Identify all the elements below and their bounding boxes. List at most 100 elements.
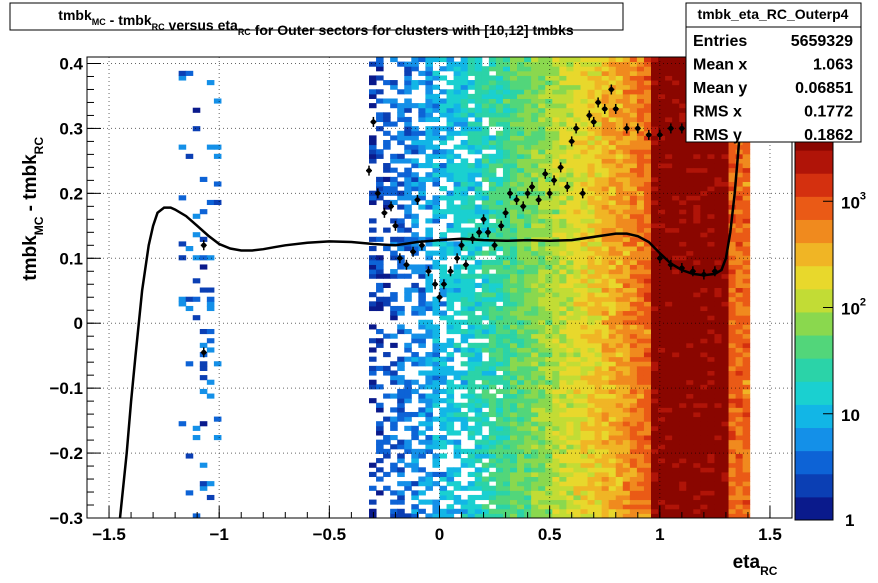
heatmap-cell <box>736 232 744 237</box>
heatmap-cell <box>595 200 603 205</box>
heatmap-cell <box>545 440 553 445</box>
heatmap-cell <box>573 306 581 311</box>
heatmap-cell <box>404 71 412 76</box>
heatmap-cell <box>566 283 574 288</box>
profile-point <box>366 166 372 176</box>
heatmap-cell <box>623 306 631 311</box>
x-tick-label: 0.5 <box>538 525 562 544</box>
heatmap-cell <box>468 218 476 223</box>
heatmap-cell <box>630 89 638 94</box>
heatmap-cell <box>686 209 694 214</box>
heatmap-cell <box>503 140 511 145</box>
heatmap-cell <box>595 315 603 320</box>
heatmap-cell <box>693 246 701 251</box>
heatmap-cell <box>616 177 624 182</box>
heatmap-cell <box>665 232 673 237</box>
heatmap-cell <box>700 218 708 223</box>
heatmap-cell <box>566 444 574 449</box>
heatmap-cell <box>496 269 504 274</box>
heatmap-cell <box>637 301 645 306</box>
heatmap-cell <box>531 467 539 472</box>
heatmap-cell <box>531 412 539 417</box>
heatmap-cell <box>559 490 567 495</box>
heatmap-cell <box>496 292 504 297</box>
heatmap-cell <box>700 430 708 435</box>
heatmap-cell <box>644 177 652 182</box>
heatmap-cell <box>461 186 469 191</box>
heatmap-cell <box>432 361 440 366</box>
heatmap-cell <box>559 440 567 445</box>
heatmap-cell <box>510 135 518 140</box>
heatmap-cell <box>524 85 532 90</box>
heatmap-cell <box>552 384 560 389</box>
heatmap-cell <box>489 163 497 168</box>
heatmap-cell <box>722 306 730 311</box>
heatmap-cell <box>440 343 448 348</box>
heatmap-cell <box>736 389 744 394</box>
heatmap-cell <box>482 324 490 329</box>
heatmap-cell <box>369 366 377 371</box>
heatmap-cell <box>461 375 469 380</box>
heatmap-cell <box>538 158 546 163</box>
heatmap-cell <box>672 269 680 274</box>
heatmap-cell <box>524 421 532 426</box>
heatmap-cell <box>432 168 440 173</box>
heatmap-cell <box>566 205 574 210</box>
heatmap-cell <box>552 495 560 500</box>
heatmap-cell <box>623 223 631 228</box>
heatmap-cell <box>489 66 497 71</box>
heatmap-cell <box>538 117 546 122</box>
heatmap-cell <box>588 80 596 85</box>
heatmap-cell <box>644 154 652 159</box>
heatmap-cell <box>630 283 638 288</box>
heatmap-cell <box>665 75 673 80</box>
heatmap-cell <box>609 380 617 385</box>
heatmap-cell <box>411 131 419 136</box>
heatmap-cell <box>672 403 680 408</box>
heatmap-cell <box>665 117 673 122</box>
heatmap-cell <box>623 85 631 90</box>
heatmap-cell <box>743 214 751 219</box>
heatmap-cell <box>397 103 405 108</box>
heatmap-cell <box>369 94 377 99</box>
heatmap-cell <box>573 251 581 256</box>
heatmap-cell <box>672 407 680 412</box>
heatmap-cell <box>595 495 603 500</box>
heatmap-cell <box>700 467 708 472</box>
heatmap-cell <box>454 297 462 302</box>
heatmap-cell <box>468 361 476 366</box>
heatmap-cell <box>510 274 518 279</box>
heatmap-cell <box>743 324 751 329</box>
heatmap-cell <box>722 320 730 325</box>
heatmap-cell <box>503 463 511 468</box>
heatmap-cell <box>200 389 208 394</box>
heatmap-cell <box>602 440 610 445</box>
heatmap-cell <box>496 103 504 108</box>
heatmap-cell <box>454 481 462 486</box>
heatmap-cell <box>743 500 751 505</box>
heatmap-cell <box>397 375 405 380</box>
heatmap-cell <box>672 228 680 233</box>
heatmap-cell <box>672 145 680 150</box>
heatmap-cell <box>743 269 751 274</box>
heatmap-cell <box>510 80 518 85</box>
heatmap-cell <box>658 421 666 426</box>
heatmap-cell <box>517 108 525 113</box>
heatmap-cell <box>538 232 546 237</box>
heatmap-cell <box>425 435 433 440</box>
heatmap-cell <box>714 292 722 297</box>
heatmap-cell <box>566 301 574 306</box>
heatmap-cell <box>672 389 680 394</box>
heatmap-cell <box>595 458 603 463</box>
heatmap-cell <box>503 154 511 159</box>
heatmap-cell <box>609 62 617 67</box>
heatmap-cell <box>651 370 659 375</box>
heatmap-cell <box>482 375 490 380</box>
heatmap-cell <box>623 467 631 472</box>
heatmap-cell <box>665 89 673 94</box>
heatmap-cell <box>665 347 673 352</box>
heatmap-cell <box>510 163 518 168</box>
heatmap-cell <box>658 490 666 495</box>
heatmap-cell <box>588 297 596 302</box>
heatmap-cell <box>729 504 737 509</box>
